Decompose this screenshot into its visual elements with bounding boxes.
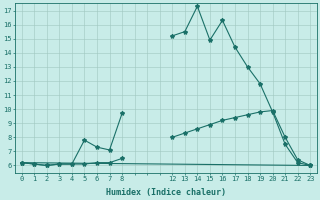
X-axis label: Humidex (Indice chaleur): Humidex (Indice chaleur) [106,188,226,197]
